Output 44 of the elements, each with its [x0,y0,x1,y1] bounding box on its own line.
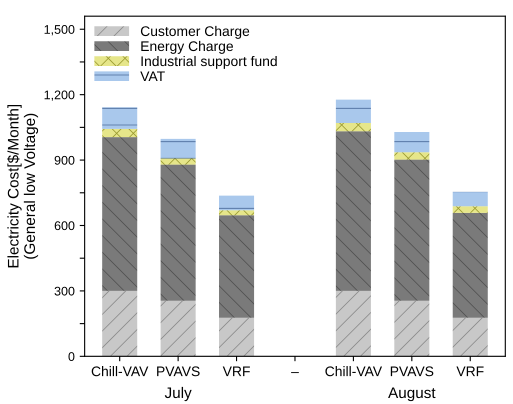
y-tick-label: 900 [54,156,74,165]
text: August [388,387,436,402]
legend-label: Energy Charge [141,40,233,54]
bar [452,212,488,318]
bar [102,290,138,356]
x-tick-label: – [291,372,299,374]
bar [394,300,430,356]
bar [336,131,371,291]
y-axis-title: Electricity Cost[$/Month] (General low Voltage) [7,104,38,268]
y-tick-label: 1,200 [44,90,74,101]
bar [394,132,430,152]
bar [102,107,138,129]
bar [219,210,254,216]
bar [219,196,254,210]
bar [219,215,254,318]
bar [452,192,488,206]
legend-label: Customer Charge [140,26,250,39]
y-tick-label: 1,500 [44,25,74,36]
x-tick-label: VRF [456,366,484,376]
bar [102,137,138,291]
bar [160,300,196,356]
bar [336,100,371,124]
bar [336,123,371,132]
y-tick-label: 0 [68,352,74,361]
bar [394,152,430,160]
bar [219,318,254,356]
bar [160,158,196,165]
legend-label: VAT [140,71,165,82]
bar [394,160,430,301]
bar [160,164,196,301]
y-tick-label: 600 [54,221,74,230]
x-tick-label: Chill-VAV [325,366,382,376]
x-tick-label: PVAVS [157,366,200,376]
bar [452,206,488,213]
legend-label: Industrial support fund [141,56,277,69]
bar [160,138,196,159]
x-tick-label: VRF [222,366,250,376]
bar [102,128,138,138]
y-tick-label: 300 [54,286,74,296]
x-tick-label: Chill-VAV [92,366,148,376]
bar [336,290,371,356]
x-tick-label: PVAVS [390,366,434,376]
bar [452,318,488,356]
text: July [164,386,192,402]
